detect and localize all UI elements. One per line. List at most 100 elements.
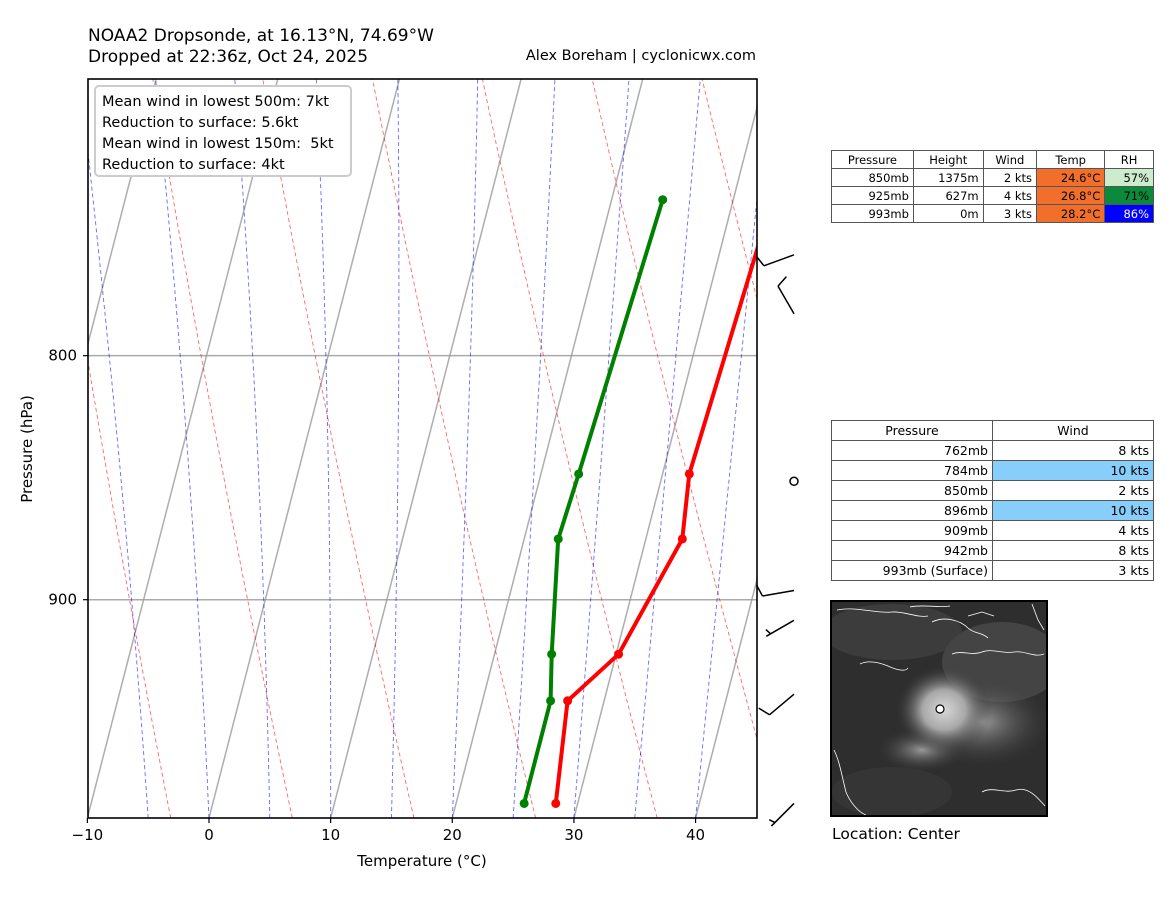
wind-barb-flag: [777, 276, 787, 287]
table-row: 850mb 2 kts: [831, 480, 1154, 501]
table-row: 784mb 10 kts: [831, 460, 1154, 481]
cell-pressure: 784mb: [831, 460, 993, 481]
isotherm-line: [573, 104, 757, 818]
header-wind: Wind: [982, 150, 1038, 169]
profile-line: [553, 243, 757, 804]
wind-table: Pressure Wind 762mb 8 kts 784mb 10 kts 850…: [831, 420, 1154, 581]
header-pressure: Pressure: [831, 150, 914, 169]
level-table-header: Pressure Height Wind Temp RH: [831, 150, 1154, 169]
cell-pressure: 993mb: [831, 204, 914, 223]
wind-barb-staff: [765, 619, 795, 637]
cell-wind: 8 kts: [992, 540, 1154, 561]
cell-pressure: 850mb: [831, 168, 914, 187]
profile-point: [519, 798, 529, 808]
profile-point: [768, 195, 777, 204]
cell-pressure: 909mb: [831, 520, 993, 541]
moist-adiabat-line: [451, 79, 479, 818]
isotherm-line: [451, 79, 644, 818]
x-tick-label: −10: [72, 826, 104, 844]
x-axis-label: Temperature (°C): [356, 852, 486, 870]
wind-barb-flag: [755, 584, 764, 597]
cell-pressure: 850mb: [831, 480, 993, 501]
wind-barb-calm: [789, 476, 799, 487]
dry-adiabat-line: [591, 79, 757, 741]
drop-location-marker: [935, 704, 945, 714]
cell-height: 0m: [912, 204, 984, 223]
coastline-outlines: [833, 603, 1046, 815]
wind-barb-staff: [769, 693, 795, 716]
table-row: 993mb 0m 3 kts 28.2°C 86%: [831, 204, 1154, 223]
isotherm-line: [329, 79, 522, 818]
moist-adiabat-line: [634, 79, 701, 818]
dry-adiabat-line: [262, 79, 415, 818]
cell-pressure: 896mb: [831, 500, 993, 521]
x-tick-label: 30: [564, 826, 583, 844]
x-tick-label: 10: [321, 826, 340, 844]
plot-frame: [87, 78, 758, 819]
moist-adiabat-line: [88, 148, 149, 818]
profile-point: [547, 649, 557, 659]
stats-line-4: Reduction to surface: 4kt: [102, 157, 285, 173]
isotherm-line: [208, 79, 401, 818]
cell-wind: 4 kts: [992, 520, 1154, 541]
header-pressure: Pressure: [831, 420, 993, 441]
cell-rh: 57%: [1104, 168, 1154, 187]
dry-adiabat-line: [372, 79, 537, 818]
cell-wind: 3 kts: [992, 560, 1154, 581]
stats-line-2: Reduction to surface: 5.6kt: [102, 115, 299, 131]
profile-point: [574, 469, 584, 479]
table-row: 993mb (Surface) 3 kts: [831, 560, 1154, 581]
header-rh: RH: [1104, 150, 1154, 169]
x-tick-label: 40: [686, 826, 705, 844]
chart-title-line2: Dropped at 22:36z, Oct 24, 2025: [88, 47, 369, 67]
profile-point: [553, 534, 563, 544]
stats-line-3: Mean wind in lowest 150m: 5kt: [102, 136, 334, 152]
profile-point: [546, 696, 556, 706]
wind-barb-staff: [762, 589, 795, 597]
wind-table-header: Pressure Wind: [831, 420, 1154, 441]
wind-barb-staff: [763, 254, 795, 267]
header-temp: Temp: [1036, 150, 1106, 169]
y-tick-label: 800: [48, 347, 77, 365]
x-tick-label: 20: [443, 826, 462, 844]
moist-adiabat-line: [315, 79, 332, 818]
y-tick-label: 900: [48, 591, 77, 609]
isotherm-line: [88, 79, 279, 818]
wind-barb-staff: [770, 802, 795, 827]
profile-line: [522, 199, 665, 804]
wind-barb-flag: [755, 255, 765, 267]
cell-height: 1375m: [912, 168, 984, 187]
wind-barb-flag: [758, 707, 770, 716]
isotherm-line: [88, 79, 157, 347]
map-caption: Location: Center: [832, 825, 960, 843]
table-row: 942mb 8 kts: [831, 540, 1154, 561]
moist-adiabat-line: [391, 79, 400, 818]
cell-temp: 24.6°C: [1036, 168, 1106, 187]
cell-wind: 8 kts: [992, 440, 1154, 461]
cell-wind: 4 kts: [982, 186, 1038, 205]
cell-rh: 86%: [1104, 204, 1154, 223]
profile-point: [551, 798, 561, 808]
table-row: 896mb 10 kts: [831, 500, 1154, 521]
x-tick-label: 0: [204, 826, 214, 844]
moist-adiabat-line: [695, 194, 757, 818]
satellite-image: [832, 602, 1046, 815]
wind-barb-half-flag: [768, 819, 776, 824]
profile-point: [563, 696, 573, 706]
profile-point: [677, 534, 687, 544]
profile-point: [658, 195, 668, 205]
cell-temp: 26.8°C: [1036, 186, 1106, 205]
stats-line-1: Mean wind in lowest 500m: 7kt: [102, 94, 329, 110]
cell-temp: 28.2°C: [1036, 204, 1106, 223]
y-axis-label: Pressure (hPa): [18, 395, 36, 503]
isotherm-line: [694, 576, 757, 818]
dry-adiabat-line: [152, 79, 293, 818]
cell-wind: 10 kts: [992, 500, 1154, 521]
cell-pressure: 925mb: [831, 186, 914, 205]
cell-wind: 3 kts: [982, 204, 1038, 223]
cell-pressure: 993mb (Surface): [831, 560, 993, 581]
table-row: 850mb 1375m 2 kts 24.6°C 57%: [831, 168, 1154, 187]
cell-height: 627m: [912, 186, 984, 205]
header-height: Height: [912, 150, 984, 169]
cell-pressure: 942mb: [831, 540, 993, 561]
